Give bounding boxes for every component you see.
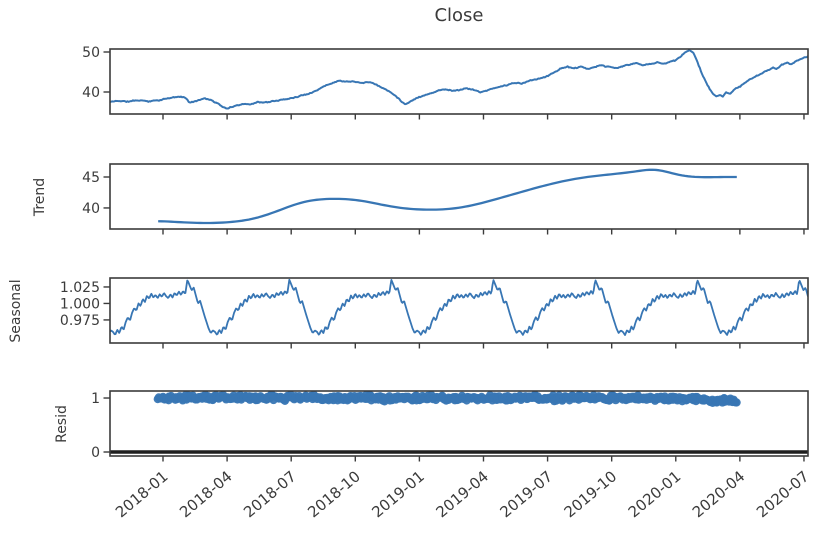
y-tick-label: 1.000 [60,296,100,312]
y-tick-label: 50 [82,45,100,61]
close-line [110,49,808,110]
x-tick-label: 2019-04 [432,467,492,521]
x-tick-label: 2018-07 [240,467,300,521]
y-tick-label: 40 [82,85,100,101]
seasonal-line [110,278,808,336]
y-tick-label: 0.975 [60,313,100,329]
x-tick-label: 2020-04 [689,467,749,521]
panel-trend: 40 45 [82,163,809,235]
resid-points [153,391,741,407]
y-tick-label: 1.025 [60,280,100,296]
x-tick-label: 2020-01 [625,467,685,521]
y-tick-label: 45 [82,170,100,186]
x-tick-label: 2019-10 [561,467,621,521]
x-tick-label: 2018-04 [176,467,236,521]
axes-spines [109,163,809,230]
x-tick-label: 2018-01 [112,467,172,521]
x-tick-label: 2019-01 [368,467,428,521]
trend-line [158,168,737,225]
chart-title: Close [434,5,484,26]
x-tick-label: 2020-07 [753,467,813,521]
x-tick-label: 2018-10 [304,467,364,521]
y-tick-label: 40 [82,201,100,217]
x-tick-label: 2019-07 [497,467,557,521]
axes-spines [109,48,809,115]
y-tick-label: 1 [91,391,100,407]
axes-spines [109,390,809,457]
panel-observed: 40 50 [82,45,809,120]
y-tick-label: 0 [91,445,100,461]
axes-spines [109,277,809,344]
